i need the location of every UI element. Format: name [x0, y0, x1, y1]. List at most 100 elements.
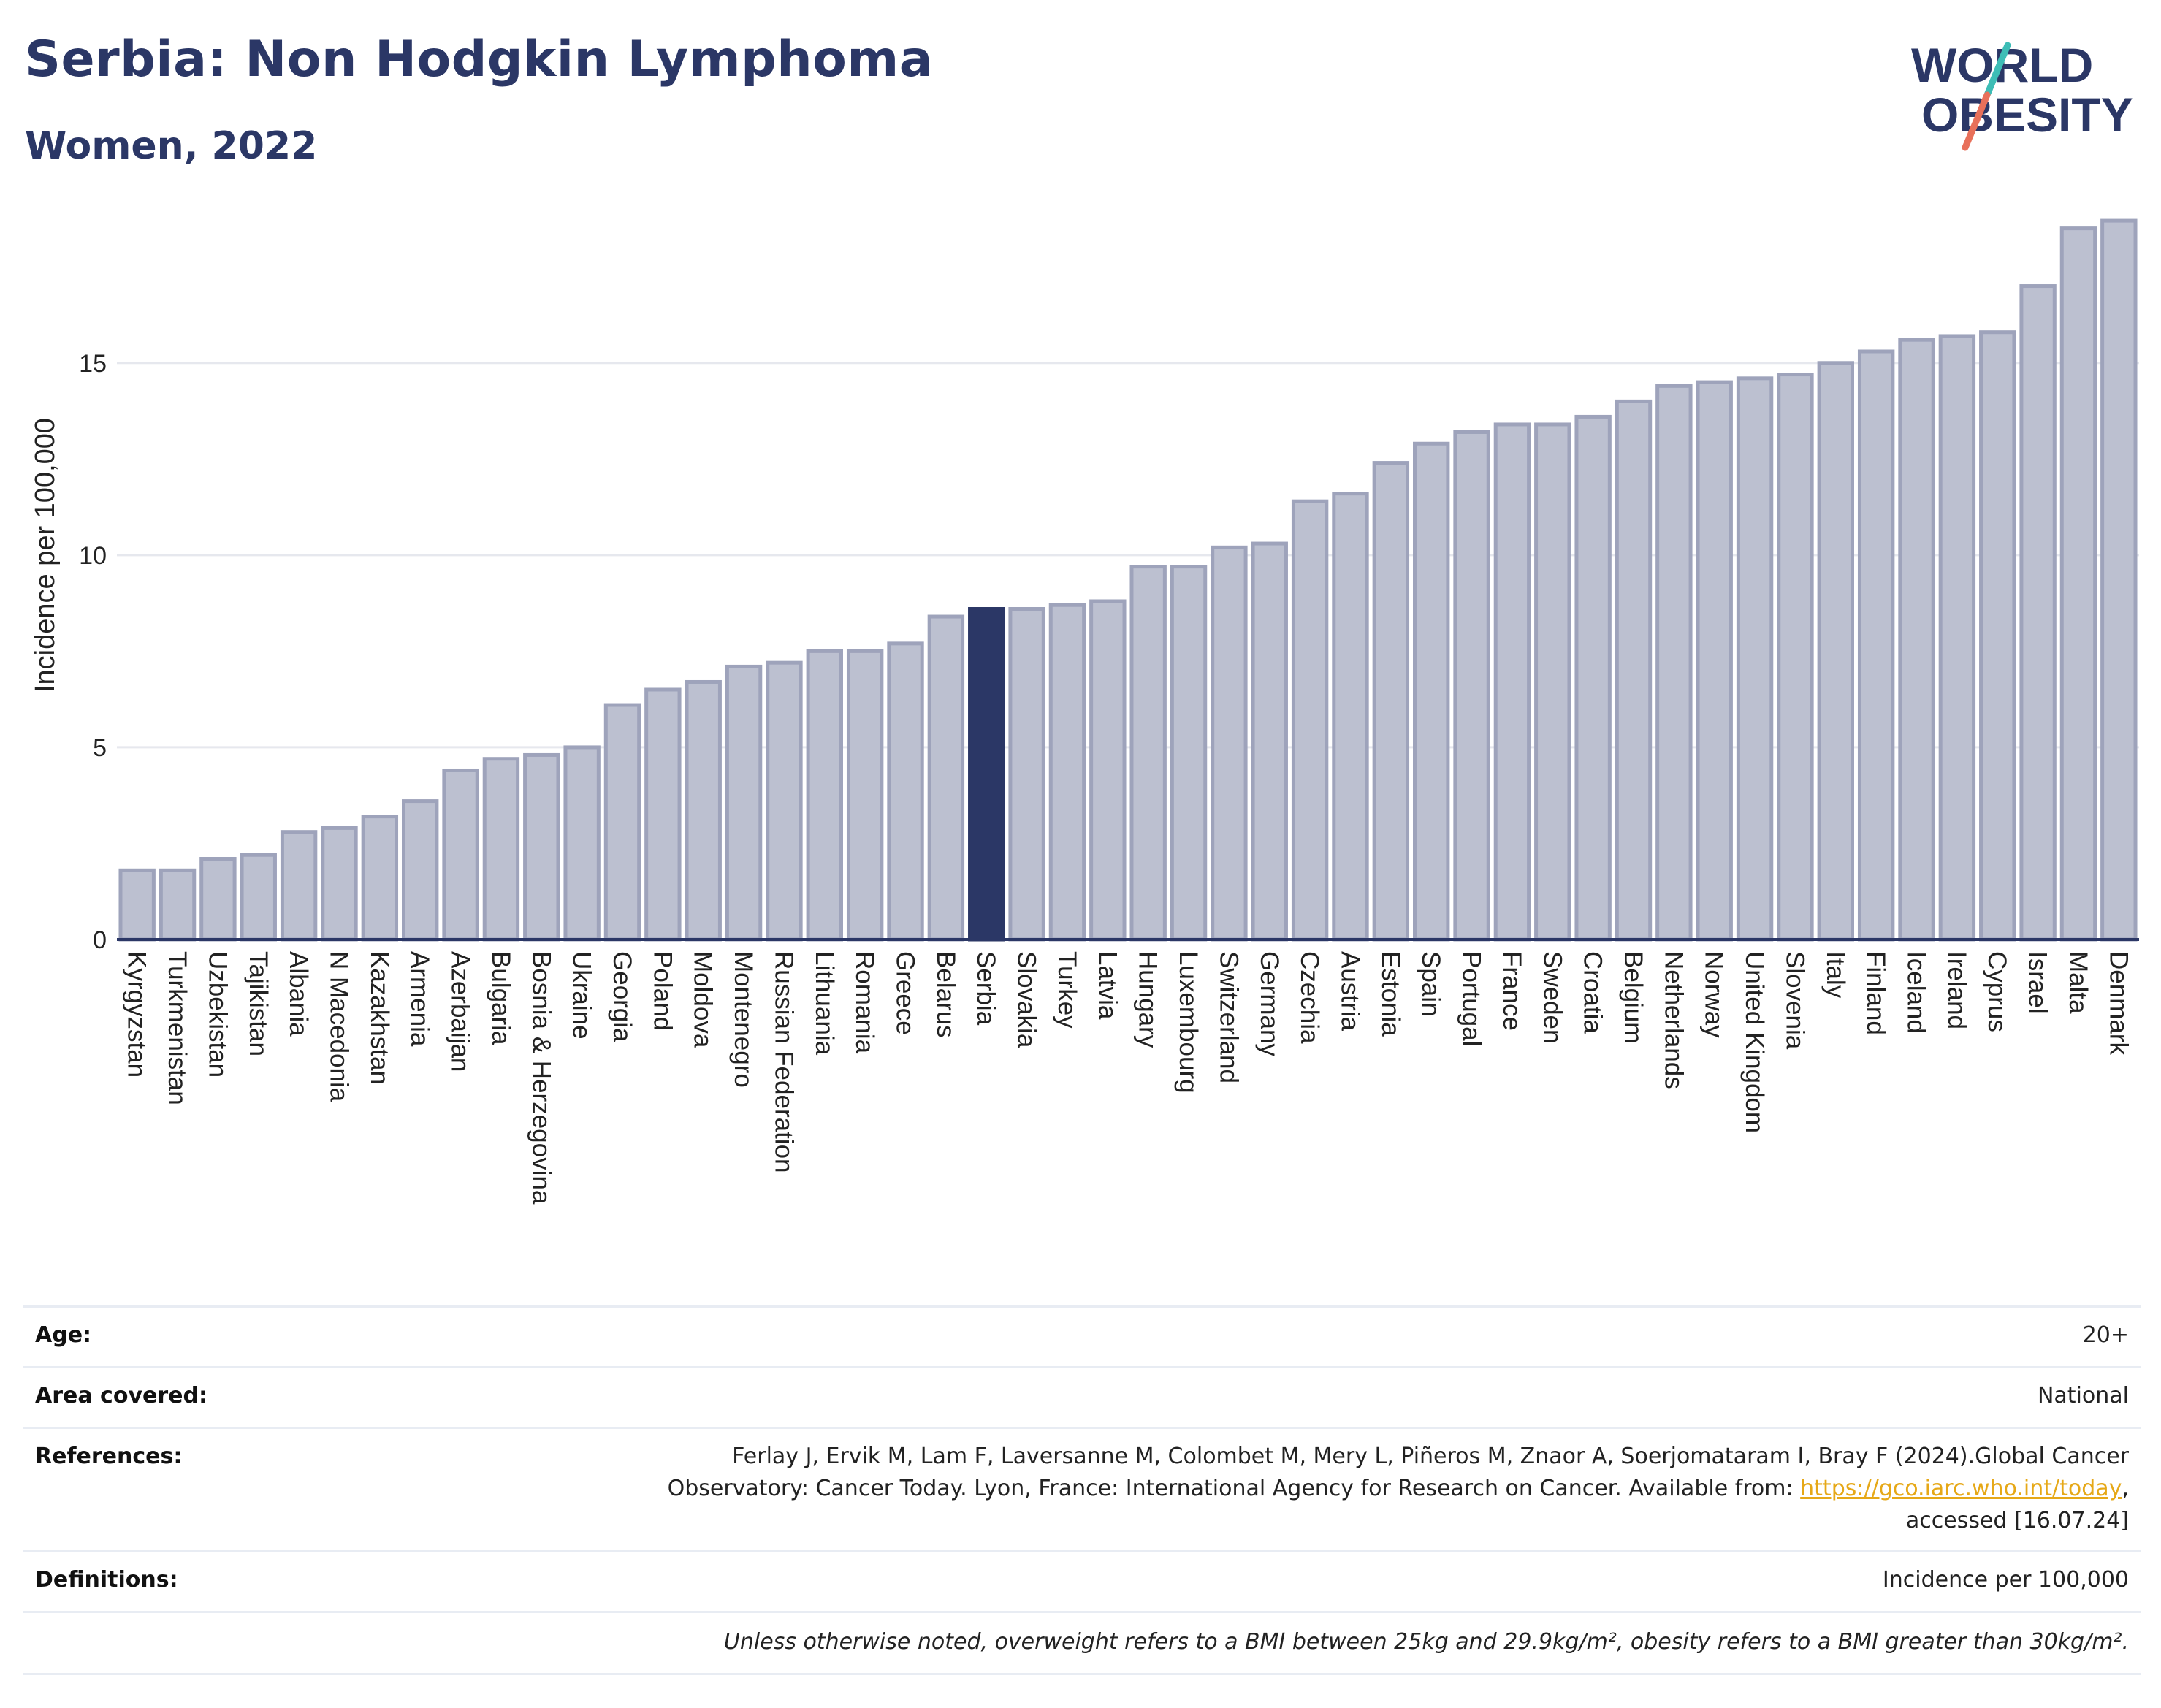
x-tick-label: Switzerland: [1214, 951, 1243, 1083]
x-tick-label: Malta: [2064, 951, 2092, 1014]
x-tick-label: Austria: [1335, 951, 1364, 1031]
x-tick-label: Kazakhstan: [365, 951, 394, 1085]
bar: [887, 641, 924, 942]
tick-layer: Kyrgyzstan Turkmenistan Uzbekistan Tajikist…: [117, 938, 2139, 1205]
logo-line2: OBESITY: [1921, 88, 2133, 142]
x-tick-label: Hungary: [1134, 951, 1162, 1048]
x-tick-label: Belgium: [1619, 951, 1647, 1043]
x-tick-label: Bosnia & Herzegovina: [527, 951, 555, 1205]
x-tick-label: Denmark: [2104, 951, 2133, 1055]
logo-slash-top: [1983, 42, 2011, 99]
x-tick-label: Spain: [1417, 951, 1445, 1017]
bar: [2019, 284, 2057, 942]
bar: [846, 649, 884, 942]
bar: [1211, 545, 1248, 942]
bar: [1534, 422, 1571, 942]
world-obesity-logo: WORLD OBESITY: [1911, 38, 2133, 151]
page-subtitle: Women, 2022: [25, 124, 318, 168]
bar: [1898, 338, 1935, 942]
x-tick-label: Turkey: [1053, 951, 1081, 1029]
x-tick-label: Czechia: [1295, 951, 1324, 1044]
bar: [1413, 441, 1450, 942]
x-tick-label: Finland: [1861, 951, 1890, 1035]
bar: [1777, 373, 1814, 942]
x-tick-label: Estonia: [1376, 951, 1405, 1037]
bar: [1170, 565, 1208, 942]
bar: [118, 868, 156, 942]
bar: [685, 679, 722, 942]
x-tick-label: Uzbekistan: [203, 951, 232, 1078]
references-link[interactable]: https://gco.iarc.who.int/today: [1800, 1476, 2122, 1501]
bar: [927, 614, 965, 942]
bar: [482, 757, 520, 942]
references-line2-end: ,: [2122, 1476, 2129, 1501]
x-tick-label: Israel: [2024, 951, 2052, 1014]
references-value: Ferlay J, Ervik M, Lam F, Laversanne M, …: [668, 1441, 2129, 1537]
bar: [1372, 461, 1410, 942]
bar: [2059, 226, 2097, 942]
bar: [442, 768, 479, 942]
bar: [1857, 349, 1895, 942]
x-tick-label: N Macedonia: [324, 951, 353, 1102]
x-tick-label: Bulgaria: [487, 951, 515, 1045]
bar: [1089, 599, 1127, 942]
x-tick-label: Georgia: [608, 951, 636, 1042]
bar: [1655, 384, 1693, 942]
bar: [644, 687, 682, 942]
bar: [2100, 218, 2138, 942]
x-tick-label: Turkmenistan: [163, 951, 191, 1105]
x-tick-label: Kyrgyzstan: [123, 951, 151, 1078]
bar: [1453, 430, 1490, 942]
x-tick-label: Russian Federation: [769, 951, 798, 1173]
bar: [361, 815, 399, 942]
bar: [1493, 422, 1531, 942]
bar: [603, 703, 641, 942]
bar: [563, 745, 601, 942]
bar: [1008, 607, 1045, 942]
x-tick-label: Italy: [1821, 951, 1850, 999]
x-tick-label: France: [1498, 951, 1526, 1031]
x-tick-label: Montenegro: [729, 951, 758, 1088]
meta-row-age: Age: 20+: [23, 1305, 2141, 1366]
bar: [1736, 376, 1774, 942]
y-tick-label: 10: [79, 542, 107, 570]
x-tick-label: Netherlands: [1659, 951, 1688, 1089]
bar: [725, 664, 763, 942]
x-tick-label: Azerbaijan: [446, 951, 475, 1072]
metadata-table: Age: 20+ Area covered: National Referenc…: [23, 1305, 2141, 1675]
bar: [240, 853, 277, 942]
x-tick-label: Luxembourg: [1174, 951, 1203, 1094]
meta-row-note: Unless otherwise noted, overweight refer…: [23, 1611, 2141, 1673]
bar: [523, 752, 560, 942]
x-tick-label: Tajikistan: [244, 951, 272, 1056]
bar: [1129, 565, 1167, 942]
y-tick-label: 5: [93, 734, 107, 762]
bar: [1291, 499, 1329, 942]
x-tick-label: Armenia: [405, 951, 434, 1047]
bar: [1817, 361, 1854, 942]
bar: [1696, 380, 1733, 942]
x-tick-label: Romania: [850, 951, 879, 1054]
x-tick-label: Belarus: [931, 951, 960, 1038]
x-tick-label: Cyprus: [1983, 951, 2011, 1032]
x-tick-label: Moldova: [689, 951, 717, 1048]
x-tick-label: Iceland: [1902, 951, 1931, 1034]
x-tick-label: Norway: [1700, 951, 1729, 1038]
bar: [402, 799, 439, 942]
bar: [806, 649, 843, 942]
meta-bottom-rule: [23, 1673, 2141, 1675]
x-tick-label: Ukraine: [568, 951, 596, 1040]
area-value: National: [2037, 1383, 2129, 1408]
references-line2-text: Observatory: Cancer Today. Lyon, France:…: [667, 1476, 1801, 1501]
bar: [766, 660, 803, 942]
x-tick-label: Germany: [1255, 951, 1284, 1056]
x-tick-label: Albania: [284, 951, 313, 1037]
x-tick-label: Latvia: [1093, 951, 1121, 1020]
bmi-note: Unless otherwise noted, overweight refer…: [723, 1629, 2129, 1655]
logo-slash-bottom: [1962, 91, 1991, 151]
area-label: Area covered:: [35, 1383, 207, 1408]
bar: [199, 857, 237, 942]
x-tick-label: United Kingdom: [1740, 951, 1769, 1133]
bar: [1332, 492, 1369, 942]
bar: [1251, 541, 1288, 942]
